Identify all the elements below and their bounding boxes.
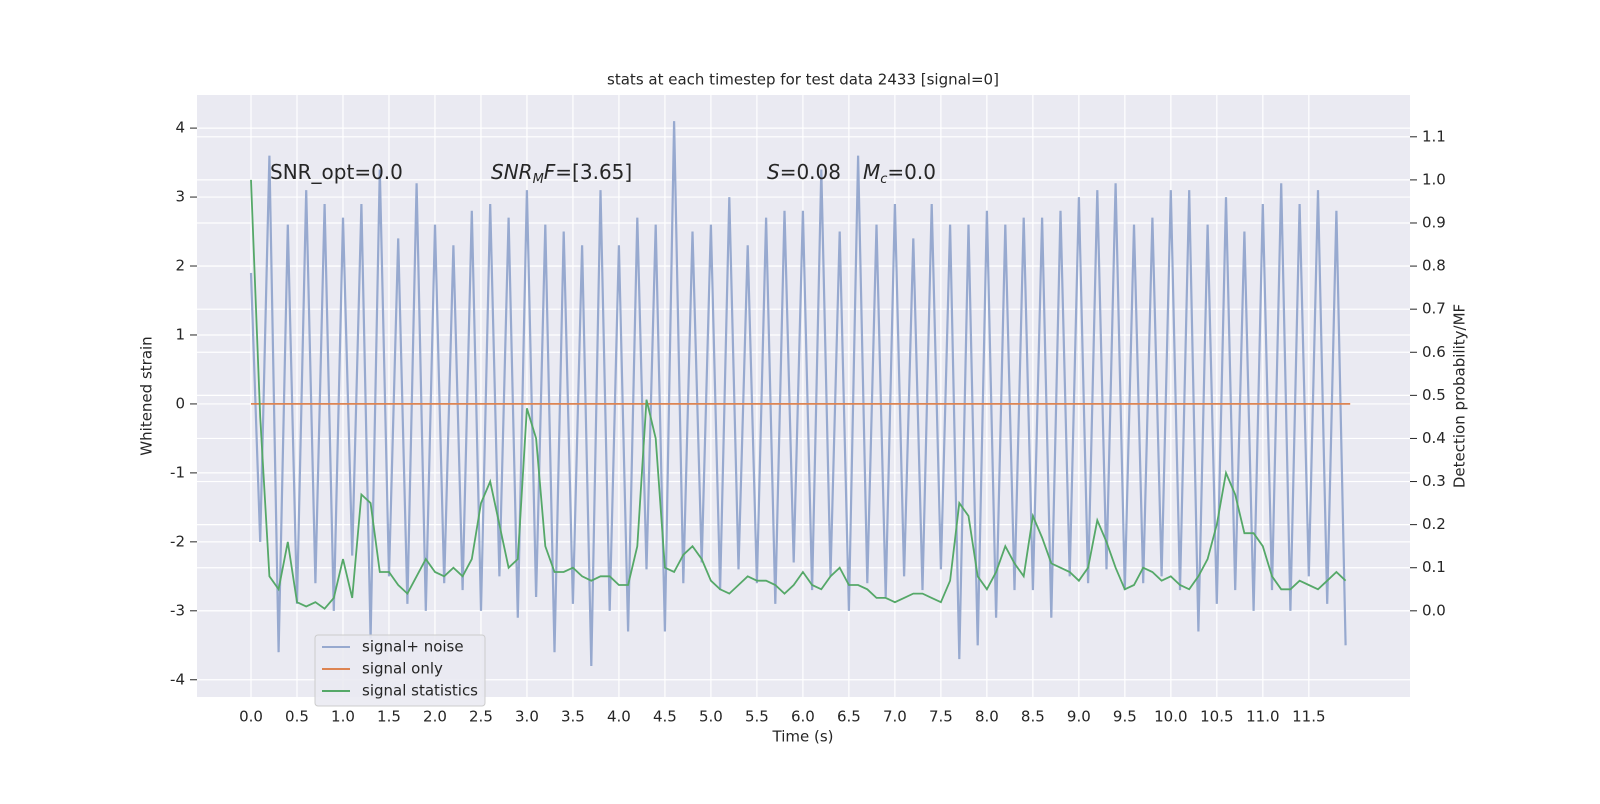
y2-tick-label: 0.8 <box>1422 257 1446 275</box>
series-line <box>249 121 1347 667</box>
annotation-part: F <box>544 160 556 184</box>
x-tick-label: 3.5 <box>561 708 585 726</box>
y2-tick-label: 0.5 <box>1422 386 1446 404</box>
x-tick-label: 11.0 <box>1246 708 1279 726</box>
x-tick-label: 11.5 <box>1292 708 1325 726</box>
y-tick-label: 4 <box>175 119 185 137</box>
legend: signal+ noise signal only signal statistic… <box>314 634 486 707</box>
x-tick-label: 2.0 <box>423 708 447 726</box>
x-tick-label: 10.0 <box>1154 708 1187 726</box>
y2-tick-label: 0.7 <box>1422 300 1446 318</box>
x-tick-label: 4.5 <box>653 708 677 726</box>
y-tick-label: 3 <box>175 188 185 206</box>
x-tick-label: 10.5 <box>1200 708 1233 726</box>
y2-tick-label: 0.0 <box>1422 601 1446 619</box>
x-tick-label: 1.5 <box>377 708 401 726</box>
annotation-part: M <box>863 160 880 184</box>
annotation-part: =0.0 <box>887 160 936 184</box>
y2-tick-label: 0.3 <box>1422 472 1446 490</box>
annotation: SNRMF=[3.65] <box>491 160 632 187</box>
legend-label: signal+ noise <box>362 638 464 656</box>
annotation: SNR_opt=0.0 <box>270 160 403 184</box>
legend-label: signal statistics <box>362 682 478 700</box>
y-tick-label: -3 <box>170 601 185 619</box>
annotation: S=0.08 Mc=0.0 <box>767 160 936 187</box>
x-tick-label: 7.5 <box>929 708 953 726</box>
x-tick-label: 0.5 <box>285 708 309 726</box>
y2-tick-label: 0.1 <box>1422 558 1446 576</box>
x-axis-title: Time (s) <box>772 728 834 746</box>
x-tick-label: 6.5 <box>837 708 861 726</box>
annotation-part: SNR_opt=0.0 <box>270 160 403 184</box>
marks <box>249 121 1351 667</box>
x-tick-label: 3.0 <box>515 708 539 726</box>
annotation-part: =0.08 <box>780 160 841 184</box>
x-tick-label: 0.0 <box>239 708 263 726</box>
x-tick-label: 7.0 <box>883 708 907 726</box>
legend-label: signal only <box>362 660 443 678</box>
y2-tick-label: 0.6 <box>1422 343 1446 361</box>
y-tick-label: -4 <box>170 670 185 688</box>
x-tick-label: 2.5 <box>469 708 493 726</box>
y2-tick-label: 1.1 <box>1422 127 1446 145</box>
x-tick-label: 5.0 <box>699 708 723 726</box>
annotation-part: M <box>533 172 544 187</box>
x-tick-label: 8.0 <box>975 708 999 726</box>
x-tick-label: 1.0 <box>331 708 355 726</box>
x-tick-label: 9.0 <box>1067 708 1091 726</box>
annotation-part: S <box>767 160 780 184</box>
y-tick-label: -2 <box>170 532 185 550</box>
y-tick-label: -1 <box>170 463 185 481</box>
x-tick-label: 6.0 <box>791 708 815 726</box>
y-axis-title: Whitened strain <box>138 336 156 455</box>
x-tick-label: 9.5 <box>1113 708 1137 726</box>
y2-tick-label: 0.9 <box>1422 213 1446 231</box>
chart-title: stats at each timestep for test data 243… <box>607 71 999 89</box>
y-tick-label: 0 <box>175 394 185 412</box>
x-tick-label: 8.5 <box>1021 708 1045 726</box>
x-tick-label: 5.5 <box>745 708 769 726</box>
annotation-part: SNR <box>491 160 533 184</box>
y2-axis-title: Detection probability/MF <box>1451 304 1469 488</box>
y-tick-label: 2 <box>175 257 185 275</box>
y2-tick-label: 0.2 <box>1422 515 1446 533</box>
y2-tick-label: 0.4 <box>1422 429 1446 447</box>
y-tick-label: 1 <box>175 325 185 343</box>
y2-tick-label: 1.0 <box>1422 170 1446 188</box>
legend-box <box>314 634 486 707</box>
annotation-part: c <box>880 172 887 187</box>
annotation-part: =[3.65] <box>555 160 632 184</box>
x-tick-label: 4.0 <box>607 708 631 726</box>
series-line <box>250 179 1347 610</box>
